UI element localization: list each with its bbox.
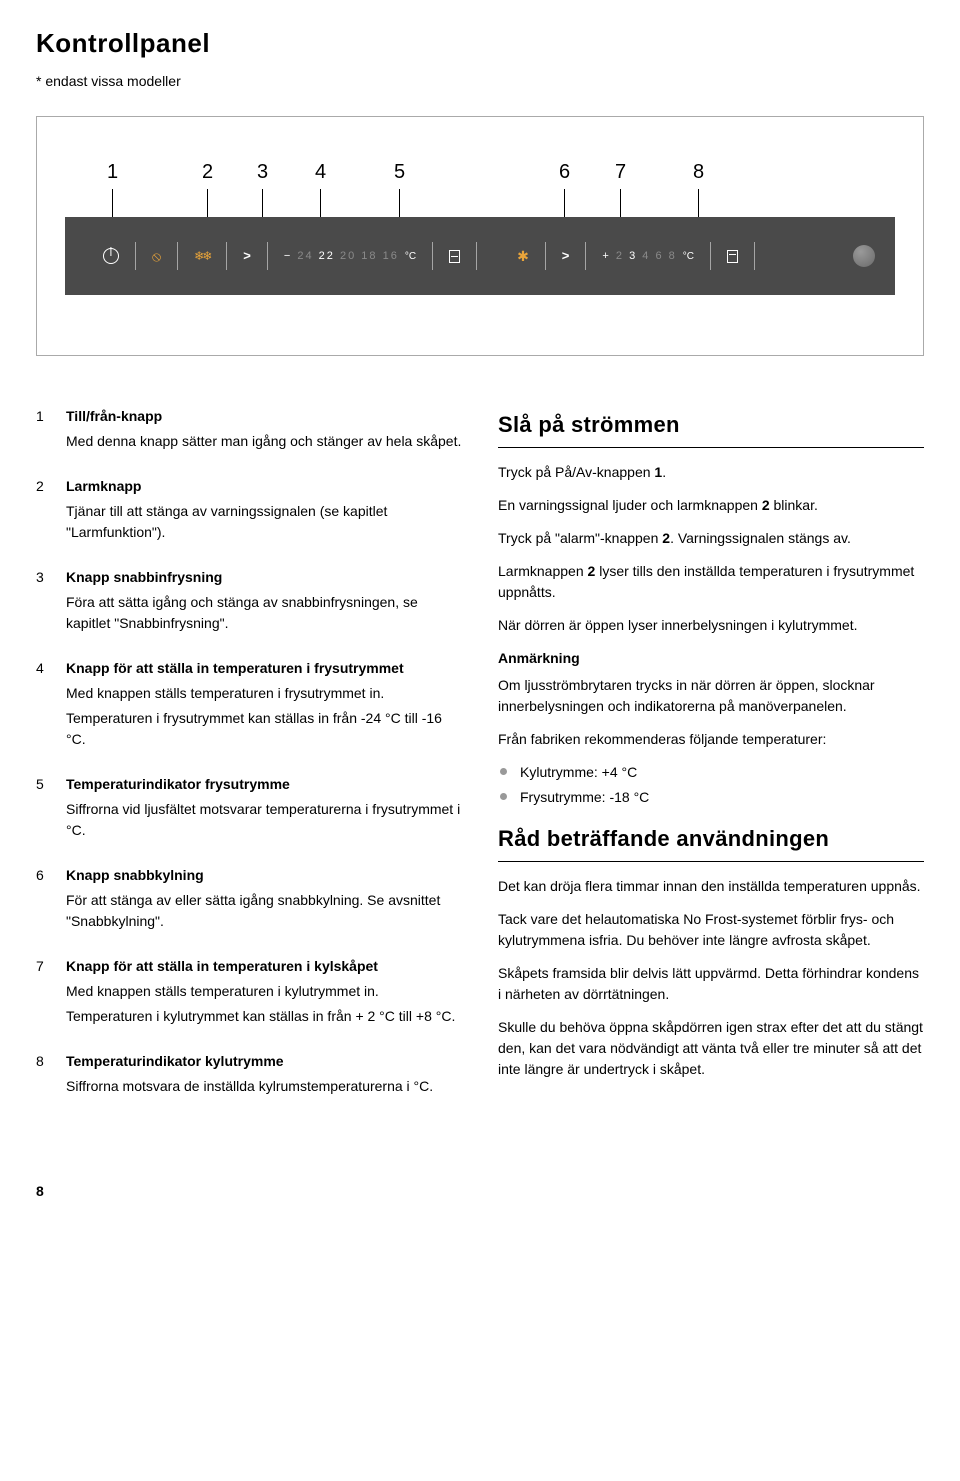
control-panel-bar: ⦸ ❄❄ > − 24 22 20 18 16 °C ✱ > + 2 3 4 6… [65, 217, 895, 295]
definition-number: 8 [36, 1051, 66, 1101]
advice-paragraph: Skåpets framsida blir delvis lätt uppvär… [498, 963, 924, 1005]
definition-title: Knapp snabbinfrysning [66, 567, 462, 588]
callout-1: 1 [107, 157, 118, 223]
callout-6: 6 [559, 157, 570, 223]
definition-text: Temperaturen i kylutrymmet kan ställas i… [66, 1006, 462, 1027]
definition-text: Tjänar till att stänga av varningssignal… [66, 501, 462, 543]
definition-text: Siffrorna motsvara de inställda kylrumst… [66, 1076, 462, 1097]
callout-2: 2 [202, 157, 213, 223]
instructions-column: Slå på strömmen Tryck på På/Av-knappen 1… [498, 406, 924, 1121]
definition-title: Knapp snabbkylning [66, 865, 462, 886]
definition-title: Knapp för att ställa in temperaturen i f… [66, 658, 462, 679]
advice-paragraph: Skulle du behöva öppna skåpdörren igen s… [498, 1017, 924, 1080]
definition-number: 5 [36, 774, 66, 845]
callout-7: 7 [615, 157, 626, 223]
definition-text: Med knappen ställs temperaturen i kylutr… [66, 981, 462, 1002]
page-title: Kontrollpanel [36, 24, 924, 63]
note-label: Anmärkning [498, 648, 924, 669]
callout-4: 4 [315, 157, 326, 223]
rec-list: Kylutrymme: +4 °C Frysutrymme: -18 °C [498, 762, 924, 808]
definition-number: 7 [36, 956, 66, 1031]
freezer-temp-button[interactable]: > [243, 217, 251, 295]
definition-title: Temperaturindikator frysutrymme [66, 774, 462, 795]
alarm-button[interactable]: ⦸ [152, 217, 161, 295]
definition-5: 5Temperaturindikator frysutrymme Siffrorn… [36, 774, 462, 845]
advice-heading: Råd beträffande användningen [498, 822, 924, 862]
rec-item: Frysutrymme: -18 °C [498, 787, 924, 808]
definition-number: 2 [36, 476, 66, 547]
definition-4: 4Knapp för att ställa in temperaturen i … [36, 658, 462, 754]
page-subtitle: * endast vissa modeller [36, 71, 924, 92]
callout-8: 8 [693, 157, 704, 223]
rec-intro: Från fabriken rekommenderas följande tem… [498, 729, 924, 750]
fridge-temp-indicator: + 2 3 4 6 8 °C [602, 217, 694, 295]
power-paragraph: Larmknappen 2 lyser tills den inställda … [498, 561, 924, 603]
advice-paragraph: Tack vare det helautomatiska No Frost-sy… [498, 909, 924, 951]
definition-number: 6 [36, 865, 66, 936]
freezer-icon [449, 217, 460, 295]
power-button[interactable] [103, 217, 119, 295]
fridge-temp-button[interactable]: > [562, 217, 570, 295]
callout-5: 5 [394, 157, 405, 223]
fridge-icon [727, 217, 738, 295]
definition-title: Knapp för att ställa in temperaturen i k… [66, 956, 462, 977]
definitions-column: 1Till/från-knapp Med denna knapp sätter m… [36, 406, 462, 1121]
definition-number: 1 [36, 406, 66, 456]
definition-text: För att stänga av eller sätta igång snab… [66, 890, 462, 932]
knob-icon [853, 245, 875, 267]
definition-text: Med denna knapp sätter man igång och stä… [66, 431, 462, 452]
control-panel-figure: 1 234 5 67 8 ⦸ ❄❄ > − 24 22 20 18 16 °C ✱ > … [36, 116, 924, 356]
power-paragraph: Tryck på "alarm"-knappen 2. Varningssign… [498, 528, 924, 549]
advice-paragraph: Det kan dröja flera timmar innan den ins… [498, 876, 924, 897]
power-paragraph: En varningssignal ljuder och larmknappen… [498, 495, 924, 516]
rec-item: Kylutrymme: +4 °C [498, 762, 924, 783]
definition-number: 3 [36, 567, 66, 638]
definition-title: Larmknapp [66, 476, 462, 497]
power-paragraph: Tryck på På/Av-knappen 1. [498, 462, 924, 483]
freezer-temp-indicator: − 24 22 20 18 16 °C [284, 217, 416, 295]
definition-title: Temperaturindikator kylutrymme [66, 1051, 462, 1072]
definition-1: 1Till/från-knapp Med denna knapp sätter m… [36, 406, 462, 456]
definition-text: Föra att sätta igång och stänga av snabb… [66, 592, 462, 634]
definition-7: 7Knapp för att ställa in temperaturen i … [36, 956, 462, 1031]
definition-text: Temperaturen i frysutrymmet kan ställas … [66, 708, 462, 750]
definition-number: 4 [36, 658, 66, 754]
definition-text: Med knappen ställs temperaturen i frysut… [66, 683, 462, 704]
callout-3: 3 [257, 157, 268, 223]
supercool-button[interactable]: ✱ [517, 217, 529, 295]
power-paragraph: När dörren är öppen lyser innerbelysning… [498, 615, 924, 636]
definition-2: 2Larmknapp Tjänar till att stänga av varn… [36, 476, 462, 547]
note-text: Om ljusströmbrytaren trycks in när dörre… [498, 675, 924, 717]
definition-8: 8Temperaturindikator kylutrymme Siffrorna… [36, 1051, 462, 1101]
superfreeze-button[interactable]: ❄❄ [194, 217, 210, 295]
page-number: 8 [36, 1181, 924, 1202]
definition-6: 6Knapp snabbkylning För att stänga av ell… [36, 865, 462, 936]
definition-text: Siffrorna vid ljusfältet motsvarar tempe… [66, 799, 462, 841]
power-on-heading: Slå på strömmen [498, 408, 924, 448]
definition-title: Till/från-knapp [66, 406, 462, 427]
definition-3: 3Knapp snabbinfrysning Föra att sätta igå… [36, 567, 462, 638]
